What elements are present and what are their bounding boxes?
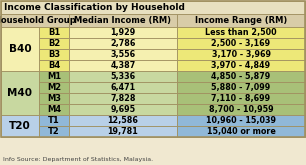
Bar xyxy=(1,1,305,137)
Text: M4: M4 xyxy=(47,105,61,114)
Text: 8,700 - 10,959: 8,700 - 10,959 xyxy=(209,105,273,114)
Bar xyxy=(177,115,305,126)
Text: Info Source: Department of Statistics, Malaysia.: Info Source: Department of Statistics, M… xyxy=(3,157,153,162)
Text: M3: M3 xyxy=(47,94,61,103)
Bar xyxy=(1,154,305,165)
Text: T20: T20 xyxy=(9,121,31,131)
Text: 3,170 - 3,969: 3,170 - 3,969 xyxy=(211,50,271,59)
Bar xyxy=(39,27,69,38)
Bar xyxy=(177,38,305,49)
Bar xyxy=(177,27,305,38)
Bar xyxy=(69,126,177,137)
Bar xyxy=(1,71,39,115)
Text: T2: T2 xyxy=(48,127,60,136)
Text: Household Group: Household Group xyxy=(0,16,76,25)
Bar xyxy=(177,126,305,137)
Bar xyxy=(1,1,305,14)
Text: B4: B4 xyxy=(48,61,60,70)
Text: 15,040 or more: 15,040 or more xyxy=(207,127,275,136)
Text: 4,387: 4,387 xyxy=(110,61,136,70)
Text: M40: M40 xyxy=(8,88,32,98)
Text: M1: M1 xyxy=(47,72,61,81)
Text: 3,970 - 4,849: 3,970 - 4,849 xyxy=(211,61,271,70)
Bar xyxy=(39,126,69,137)
Text: 7,110 - 8,699: 7,110 - 8,699 xyxy=(211,94,271,103)
Bar xyxy=(177,71,305,82)
Text: B3: B3 xyxy=(48,50,60,59)
Text: 2,786: 2,786 xyxy=(110,39,136,48)
Bar xyxy=(69,60,177,71)
Bar xyxy=(39,104,69,115)
Bar xyxy=(69,115,177,126)
Bar xyxy=(39,115,69,126)
Bar xyxy=(39,71,69,82)
Text: Income Classification by Household: Income Classification by Household xyxy=(4,3,185,12)
Bar xyxy=(39,60,69,71)
Text: 19,781: 19,781 xyxy=(108,127,138,136)
Bar xyxy=(177,104,305,115)
Text: B1: B1 xyxy=(48,28,60,37)
Text: Median Income (RM): Median Income (RM) xyxy=(74,16,171,25)
Bar xyxy=(1,115,39,137)
Bar xyxy=(177,49,305,60)
Bar xyxy=(69,38,177,49)
Bar xyxy=(177,60,305,71)
Text: 1,929: 1,929 xyxy=(110,28,136,37)
Bar xyxy=(39,38,69,49)
Text: Income Range (RM): Income Range (RM) xyxy=(195,16,287,25)
Text: M2: M2 xyxy=(47,83,61,92)
Text: Less than 2,500: Less than 2,500 xyxy=(205,28,277,37)
Text: 4,850 - 5,879: 4,850 - 5,879 xyxy=(211,72,271,81)
Bar xyxy=(177,93,305,104)
Text: 9,695: 9,695 xyxy=(110,105,136,114)
Text: 10,960 - 15,039: 10,960 - 15,039 xyxy=(206,116,276,125)
Text: 5,880 - 7,099: 5,880 - 7,099 xyxy=(211,83,271,92)
Bar xyxy=(1,14,69,27)
Text: 6,471: 6,471 xyxy=(110,83,136,92)
Text: 7,828: 7,828 xyxy=(110,94,136,103)
Bar xyxy=(69,104,177,115)
Text: 3,556: 3,556 xyxy=(110,50,136,59)
Bar xyxy=(1,27,39,71)
Text: B2: B2 xyxy=(48,39,60,48)
Text: T1: T1 xyxy=(48,116,60,125)
Bar xyxy=(69,82,177,93)
Bar xyxy=(69,71,177,82)
Bar xyxy=(39,93,69,104)
Text: B40: B40 xyxy=(9,44,31,54)
Bar xyxy=(177,82,305,93)
Text: 2,500 - 3,169: 2,500 - 3,169 xyxy=(211,39,271,48)
Bar xyxy=(69,93,177,104)
Bar xyxy=(69,49,177,60)
Text: 12,586: 12,586 xyxy=(108,116,138,125)
Bar xyxy=(69,27,177,38)
Text: 5,336: 5,336 xyxy=(110,72,136,81)
Bar xyxy=(69,14,177,27)
Bar xyxy=(177,14,305,27)
Bar xyxy=(39,82,69,93)
Bar xyxy=(39,49,69,60)
